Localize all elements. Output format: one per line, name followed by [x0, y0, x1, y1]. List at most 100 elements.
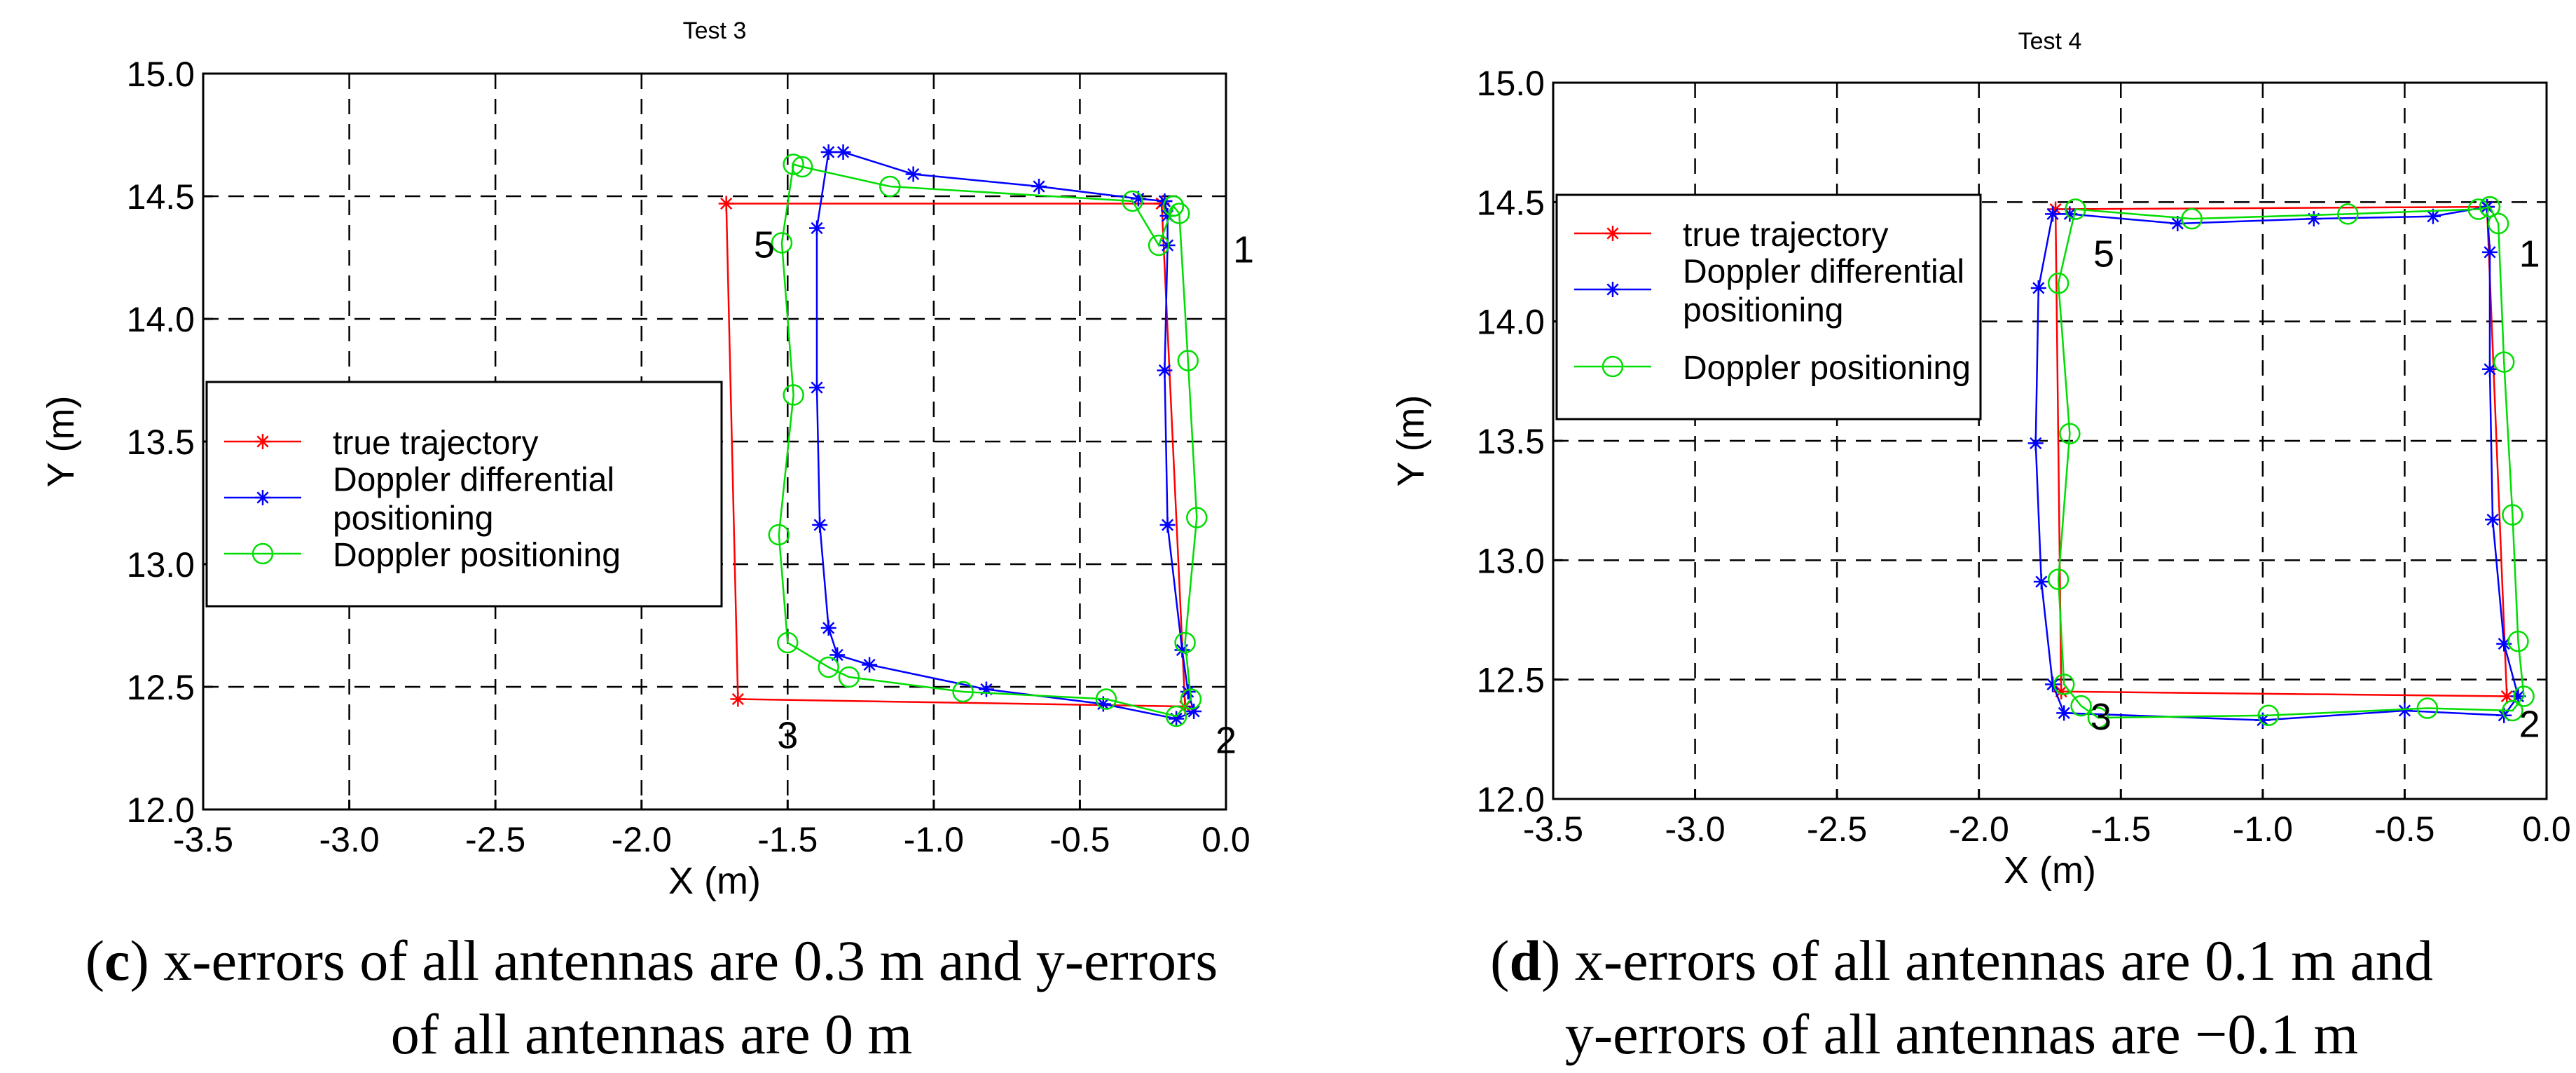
star-marker [1095, 696, 1111, 712]
point-annotation: 2 [1215, 720, 1237, 762]
star-marker [809, 220, 825, 236]
circle-marker [2257, 704, 2280, 727]
caption-d-line-1-text: ) x-errors of all antennas are 0.1 m and [1541, 929, 2433, 992]
y-tick-label: 13.5 [1477, 422, 1545, 461]
y-tick-label: 12.0 [1477, 780, 1545, 819]
star-marker [1169, 711, 1185, 727]
star-marker [1159, 517, 1176, 533]
circle-marker [2479, 196, 2501, 218]
x-tick-label: -2.5 [465, 820, 525, 859]
legend-label: positioning [1683, 292, 1844, 329]
x-axis-label: X (m) [2004, 849, 2096, 891]
circle-marker [838, 666, 860, 688]
legend-label: true trajectory [333, 425, 538, 462]
x-tick-label: -2.5 [1807, 809, 1867, 849]
y-tick-label: 12.5 [1477, 661, 1545, 700]
y-tick-label: 13.0 [1477, 541, 1545, 580]
star-marker [2033, 573, 2049, 589]
y-tick-label: 14.5 [127, 177, 195, 217]
point-annotation: 3 [777, 715, 798, 757]
y-axis-label: Y (m) [40, 396, 82, 488]
chart-c: -3.5 -3.0 -2.5 -2.0 -1.5 -1.0 -0.5 0.0 12.0 12.5 1… [40, 18, 1254, 902]
x-tick-label: -3.0 [1665, 809, 1725, 849]
y-tick-label: 12.0 [127, 791, 195, 830]
legend-box [1555, 193, 1982, 421]
x-tick-label: -3.5 [173, 820, 233, 859]
x-tick-label: -3.0 [319, 820, 379, 859]
x-tick-label: -0.5 [2374, 809, 2434, 849]
star-marker [2027, 435, 2044, 451]
circle-marker [1148, 234, 1170, 257]
point-annotation: 1 [1233, 229, 1254, 271]
x-tick-label: -0.5 [1049, 820, 1110, 859]
star-marker [2062, 206, 2078, 222]
legend-label: Doppler positioning [1683, 350, 1971, 387]
star-marker [812, 517, 828, 533]
circle-marker [1174, 631, 1196, 654]
caption-c-line-1: (c) x-errors of all antennas are 0.3 m a… [85, 929, 1218, 992]
circle-marker [252, 542, 274, 565]
circle-marker [2087, 706, 2109, 729]
star-marker [2053, 683, 2069, 699]
circle-marker [952, 681, 974, 703]
circle-marker [879, 175, 901, 198]
x-axis-label: X (m) [668, 860, 761, 902]
circle-marker [2337, 203, 2359, 225]
x-tick-label: -1.0 [2233, 809, 2293, 849]
star-marker [1157, 362, 1173, 378]
star-marker [2056, 705, 2072, 721]
chart-title: Test 4 [2018, 28, 2082, 55]
caption-d: (d) x-errors of all antennas are 0.1 m a… [1366, 924, 2557, 1071]
circle-marker [1165, 705, 1187, 727]
circle-marker [2507, 630, 2529, 652]
star-marker [1186, 704, 1202, 719]
circle-marker [1162, 195, 1185, 217]
circle-marker [1180, 688, 1202, 710]
star-marker [835, 144, 851, 160]
circle-marker [1186, 507, 1208, 528]
series-line [2034, 205, 2519, 721]
x-tick-label: 0.0 [2522, 809, 2571, 849]
x-tick-label: -1.5 [757, 820, 818, 859]
circle-marker [2502, 504, 2523, 526]
star-marker [1159, 238, 1176, 253]
star-marker [2499, 688, 2515, 704]
star-marker [905, 166, 921, 182]
y-axis-label: Y (m) [1390, 395, 1432, 487]
circle-marker [1177, 350, 1199, 371]
caption-c-line-1-text: ) x-errors of all antennas are 0.3 m and… [130, 929, 1218, 992]
y-tick-label: 13.0 [127, 545, 195, 585]
circle-marker [2181, 207, 2203, 230]
circle-marker [2047, 272, 2069, 294]
point-annotation: 5 [754, 224, 775, 266]
star-marker [2170, 215, 2186, 231]
star-marker [730, 691, 746, 707]
legend-label: Doppler differential [1683, 254, 1964, 291]
star-marker [2048, 201, 2064, 217]
circle-marker [1602, 355, 1624, 378]
series-line [778, 163, 1198, 718]
circle-marker [2487, 212, 2509, 235]
star-marker [1180, 684, 1196, 699]
star-marker [1031, 179, 1047, 194]
x-tick-label: -2.0 [1949, 809, 2009, 849]
star-marker [2496, 636, 2512, 652]
legend-item: Doppler differential positioning [1574, 254, 1964, 329]
x-tick-label: 0.0 [1201, 820, 1251, 859]
circle-marker [783, 384, 804, 406]
caption-c: (c) x-errors of all antennas are 0.3 m a… [21, 924, 1282, 1071]
circle-marker [2047, 568, 2069, 590]
circle-marker [2513, 685, 2535, 707]
legend-item: Doppler positioning [1574, 350, 1971, 387]
circle-marker [2493, 351, 2515, 373]
y-tick-label: 12.5 [127, 668, 195, 707]
star-marker [2306, 211, 2322, 227]
x-tick-label: -3.5 [1523, 809, 1583, 849]
star-marker [862, 657, 878, 673]
star-marker [255, 434, 270, 449]
y-tick-label: 15.0 [127, 55, 195, 94]
star-marker [718, 196, 734, 212]
chart-d: -3.5 -3.0 -2.5 -2.0 -1.5 -1.0 -0.5 0.0 12.0 12.5 1… [1390, 28, 2571, 891]
